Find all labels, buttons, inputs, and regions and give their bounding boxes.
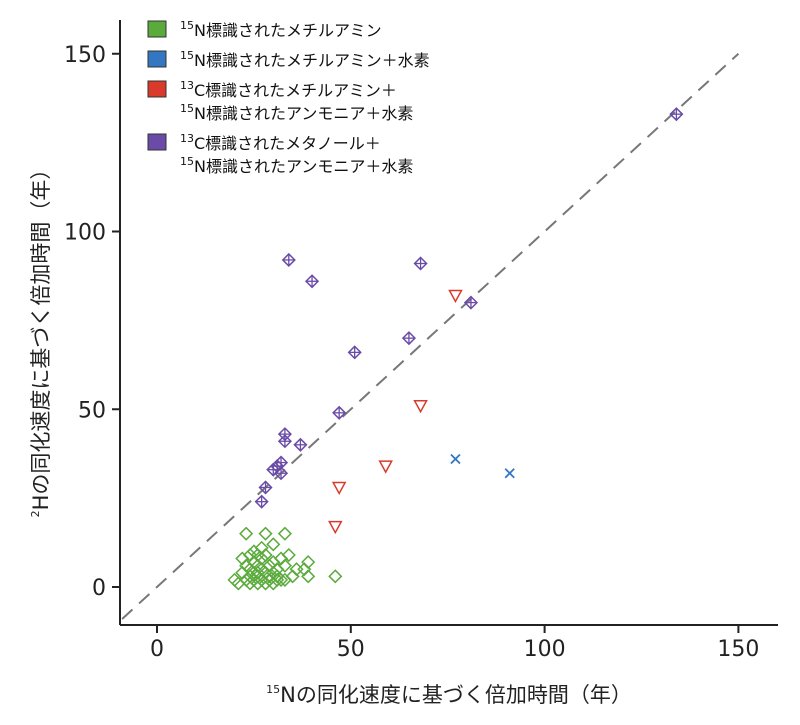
data-point-series-4 (277, 427, 292, 442)
legend-label: 13C標識されたメタノール＋ (180, 132, 381, 153)
data-point-series-4 (669, 107, 684, 122)
legend-item-1: 15N標識されたメチルアミン (147, 19, 382, 40)
data-point-series-3 (378, 460, 393, 474)
data-point-series-1 (301, 555, 316, 570)
legend-swatch (147, 80, 167, 98)
data-point-series-1 (277, 572, 292, 587)
data-point-series-2 (504, 468, 515, 479)
data-point-series-2 (450, 453, 461, 465)
legend-label: 15N標識されたメチルアミン (180, 19, 382, 40)
data-point-series-4 (273, 466, 289, 481)
legend-swatch (147, 50, 167, 68)
data-point-series-3 (328, 520, 343, 535)
data-point-series-1 (281, 547, 296, 563)
legend-item-4: 13C標識されたメタノール＋15N標識されたアンモニア＋水素 (147, 132, 413, 176)
legend-item-2: 15N標識されたメチルアミン＋水素 (147, 49, 430, 70)
data-point-series-4 (332, 405, 347, 420)
legend-label: 13C標識されたメチルアミン＋ (180, 79, 397, 100)
data-point-series-1 (254, 551, 269, 566)
axes (119, 20, 778, 626)
data-point-series-1 (301, 569, 316, 584)
y-tick-label: 50 (78, 398, 106, 423)
legend-label: 15N標識されたアンモニア＋水素 (180, 155, 413, 176)
data-point-series-4 (413, 256, 428, 271)
data-point-series-1 (266, 537, 281, 552)
data-point-series-4 (254, 494, 269, 509)
data-point-series-3 (448, 289, 463, 304)
data-point-series-1 (242, 562, 258, 577)
x-axis-title: 15Nの同化速度に基づく倍加時間（年） (266, 683, 632, 707)
x-tick-label: 50 (337, 637, 365, 662)
legend-item-3: 13C標識されたメチルアミン＋15N標識されたアンモニア＋水素 (147, 79, 413, 123)
legend-label: 15N標識されたアンモニア＋水素 (180, 102, 413, 123)
legend-label: 15N標識されたメチルアミン＋水素 (180, 49, 430, 70)
y-tick-label: 100 (64, 221, 106, 246)
data-point-series-1 (258, 526, 273, 541)
data-point-series-3 (413, 399, 428, 414)
identity-reference-line (121, 53, 740, 620)
data-point-series-1 (273, 572, 289, 587)
data-point-series-1 (277, 526, 292, 541)
legend-swatch (147, 20, 167, 38)
data-point-series-1 (250, 547, 265, 563)
data-point-series-1 (239, 526, 254, 541)
data-point-series-4 (304, 274, 320, 289)
y-tick-label: 0 (92, 576, 106, 601)
legend-swatch (147, 133, 167, 151)
y-tick-label: 150 (64, 43, 106, 68)
ticks: 0 50 100 150 0 50 100 150 (64, 43, 759, 662)
y-axis-title: 2Hの同化速度に基づく倍加時間（年） (29, 159, 53, 518)
data-points (227, 107, 684, 591)
data-point-series-3 (331, 481, 347, 496)
data-point-series-4 (258, 480, 273, 495)
data-point-series-4 (401, 331, 417, 346)
data-point-series-4 (293, 437, 308, 452)
data-point-series-4 (463, 295, 479, 310)
reference-line-layer (121, 53, 740, 620)
data-point-series-1 (273, 551, 289, 566)
data-point-series-4 (347, 345, 362, 360)
data-point-series-1 (328, 569, 343, 584)
x-tick-label: 100 (524, 637, 566, 662)
legend: 15N標識されたメチルアミン 15N標識されたメチルアミン＋水素 13C標識されたメ… (147, 19, 430, 176)
x-tick-label: 0 (150, 637, 164, 662)
data-point-series-4 (281, 252, 296, 268)
x-tick-label: 150 (717, 637, 759, 662)
